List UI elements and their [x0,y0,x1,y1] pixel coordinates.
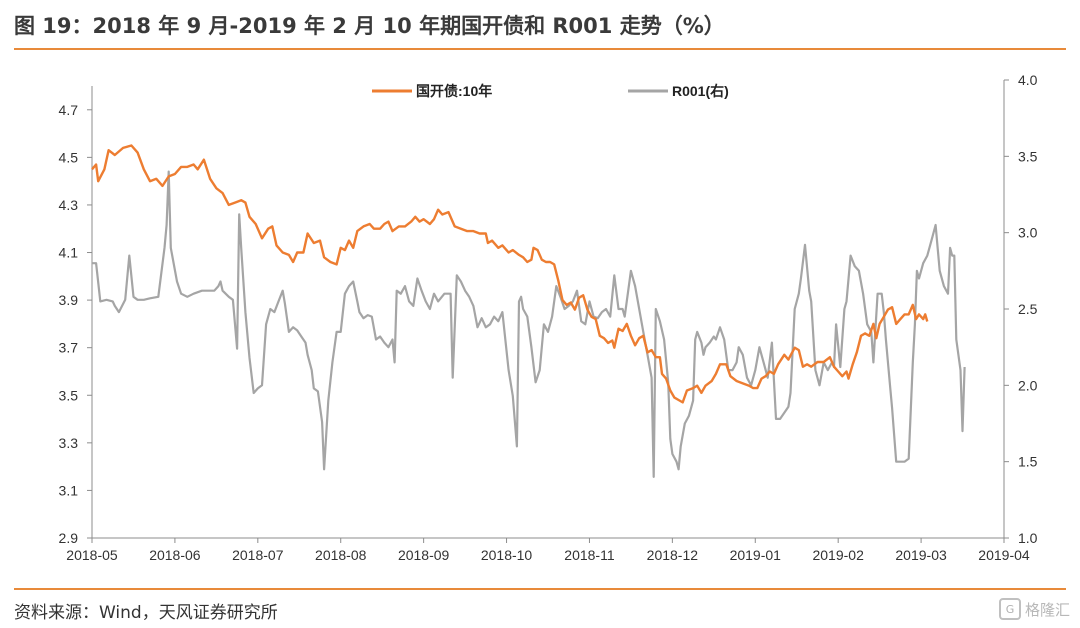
right-axis-ticks: 1.0 1.5 2.0 2.5 3.0 3.5 4.0 [1004,72,1038,546]
x-tick-label: 2018-11 [564,547,615,563]
left-axis-ticks: 2.9 3.1 3.3 3.5 3.7 3.9 4.1 4.3 4.5 4.7 [59,102,92,546]
right-tick-label: 2.5 [1018,301,1038,317]
left-tick-label: 4.1 [59,245,79,261]
x-tick-label: 2019-01 [730,547,782,563]
footer-rule [14,588,1066,590]
x-tick-label: 2018-08 [315,547,367,563]
right-tick-label: 3.5 [1018,148,1038,164]
watermark-text: 格隆汇 [1024,600,1070,619]
x-tick-label: 2018-06 [149,547,201,563]
x-tick-label: 2018-09 [398,547,450,563]
x-tick-label: 2018-10 [481,547,533,563]
left-tick-label: 3.9 [59,292,79,308]
title-rule [14,48,1066,50]
x-tick-label: 2019-04 [978,547,1030,563]
left-tick-label: 3.1 [59,482,79,498]
right-tick-label: 1.0 [1018,530,1038,546]
source-note: 资料来源：Wind，天风证券研究所 [14,603,278,623]
legend-label-cdb: 国开债:10年 [416,83,492,99]
chart-title: 图 19：2018 年 9 月-2019 年 2 月 10 年期国开债和 R00… [14,14,725,38]
left-tick-label: 3.5 [59,387,79,403]
left-tick-label: 4.7 [59,102,79,118]
left-tick-label: 4.5 [59,149,79,165]
watermark: G 格隆汇 [998,598,1070,620]
series-layer [91,144,966,478]
legend-label-r001: R001(右) [672,83,729,99]
right-tick-label: 3.0 [1018,225,1038,241]
left-tick-label: 4.3 [59,197,79,213]
x-tick-label: 2018-05 [66,547,118,563]
series-line-r001 [92,170,966,478]
series-line-cdb-10y [91,144,929,404]
left-tick-label: 3.7 [59,340,79,356]
right-tick-label: 2.0 [1018,377,1038,393]
x-tick-label: 2018-07 [232,547,284,563]
x-tick-label: 2019-03 [895,547,947,563]
watermark-logo-icon: G [998,598,1021,620]
x-axis-ticks: 2018-05 2018-06 2018-07 2018-08 2018-09 2018-… [66,538,1030,563]
right-tick-label: 4.0 [1018,72,1038,88]
chart-area: 2.9 3.1 3.3 3.5 3.7 3.9 4.1 4.3 4.5 4.7 1.0 1.5 2.0… [59,72,1038,563]
right-tick-label: 1.5 [1018,454,1038,470]
x-tick-label: 2019-02 [812,547,864,563]
x-tick-label: 2018-12 [647,547,699,563]
left-tick-label: 3.3 [59,435,79,451]
left-tick-label: 2.9 [59,530,79,546]
legend: 国开债:10年 R001(右) [372,83,729,99]
